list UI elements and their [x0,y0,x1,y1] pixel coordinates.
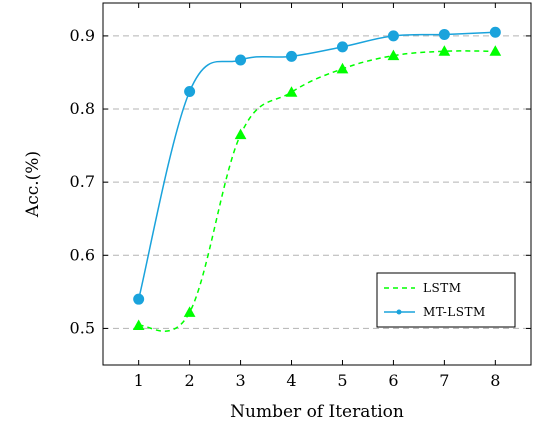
series-lstm [132,45,502,332]
series-mt-lstm [133,26,501,305]
legend: LSTM MT-LSTM [376,272,516,328]
legend-label-lstm: LSTM [423,281,461,295]
x-tick-label: 8 [490,371,500,390]
legend-box [376,272,516,328]
y-tick-label: 0.9 [70,26,95,45]
legend-label-mt-lstm: MT-LSTM [423,305,486,319]
data-point-lstm [336,62,349,74]
data-point-lstm [183,306,196,317]
data-point-lstm [387,49,400,61]
plot-frame [102,2,532,366]
data-point-lstm [489,45,502,56]
x-tick-label: 1 [134,371,144,390]
x-tick-label: 4 [286,371,296,390]
x-tick-label: 6 [388,371,398,390]
y-tick-label: 0.7 [70,172,95,191]
y-tick-label: 0.6 [70,245,95,264]
x-tick-label: 5 [337,371,347,390]
data-point-mt-lstm [184,85,196,97]
x-tick-label: 3 [235,371,245,390]
data-point-mt-lstm [438,28,450,40]
data-point-lstm [285,86,298,97]
data-point-mt-lstm [133,293,145,305]
x-tick-label: 7 [439,371,449,390]
data-point-lstm [132,319,145,331]
data-point-mt-lstm [489,26,501,38]
legend-marker-mt-lstm [396,309,402,315]
data-point-lstm [438,45,451,56]
series-line-mt-lstm [137,31,496,300]
data-point-mt-lstm [235,54,247,66]
x-tick-label: 2 [185,371,195,390]
y-axis-label: Acc.(%) [23,151,43,218]
y-tick-label: 0.5 [70,318,95,337]
data-point-mt-lstm [387,30,399,42]
y-tick-label: 0.8 [70,99,95,118]
data-point-mt-lstm [336,41,348,53]
data-point-lstm [234,128,247,140]
series-layer [132,26,502,332]
axis-ticks: 0.5 0.6 0.7 0.8 0.9 1 2 3 4 5 6 7 8 [70,3,531,390]
x-axis-label: Number of Iteration [230,402,404,422]
data-point-mt-lstm [286,50,298,62]
